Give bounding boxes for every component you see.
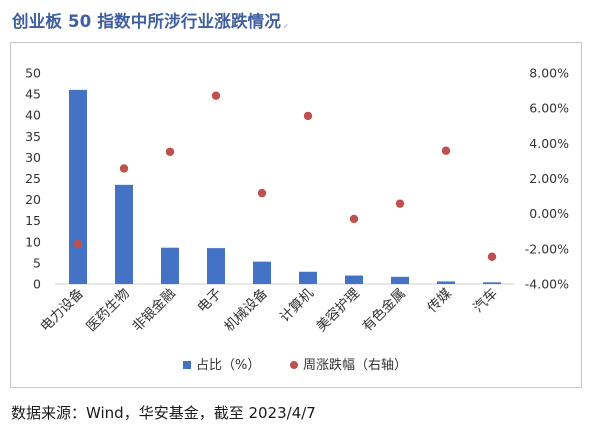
y-right-tick-label: 0.00% [529, 206, 569, 221]
data-point [487, 252, 497, 261]
x-tick-label: 电力设备 [37, 284, 88, 335]
bar [161, 247, 179, 284]
y-right-tick-label: 6.00% [529, 101, 569, 116]
data-point [211, 91, 221, 100]
bar [253, 261, 271, 284]
x-tick-label: 电子 [194, 286, 224, 316]
x-tick-label: 传媒 [424, 285, 455, 316]
bar [483, 282, 501, 284]
x-tick-label: 汽车 [470, 285, 501, 316]
source-note: 数据来源：Wind，华安基金，截至 2023/4/7 [11, 404, 316, 422]
data-point [257, 188, 267, 198]
bar [69, 89, 87, 284]
legend-swatch-dot [290, 361, 298, 369]
bars-layer [69, 89, 501, 284]
chart-title: 创业板 50 指数中所涉行业涨跌情况 ⸝ [12, 8, 288, 32]
chart-frame: 0 5 10 15 20 25 30 35 40 45 50 -4.00% -2.00% 0.00% 2.0… [10, 42, 582, 388]
y-left-tick-label: 45 [25, 87, 41, 102]
y-left-tick-label: 20 [25, 192, 41, 207]
bar [207, 248, 225, 284]
bar [345, 275, 363, 284]
data-point [73, 239, 83, 249]
bar [391, 276, 409, 284]
y-left-tick-label: 30 [25, 150, 41, 165]
y-right-tick-label: 2.00% [529, 171, 569, 186]
x-tick-label: 计算机 [277, 285, 317, 325]
data-point [165, 147, 175, 156]
legend-label-bar: 占比（%） [196, 358, 260, 373]
x-tick-label: 有色金属 [359, 285, 409, 335]
x-tick-label: 医药生物 [83, 286, 132, 335]
data-point [395, 199, 405, 208]
y-right-tick-label: 8.00% [529, 66, 569, 81]
x-tick-label: 美容护理 [313, 284, 364, 335]
y-right-tick-label: 4.00% [529, 136, 569, 151]
legend-label-dot: 周涨跌幅（右轴） [303, 357, 407, 373]
legend-swatch-bar [183, 361, 191, 369]
y-left-tick-label: 0 [33, 277, 41, 292]
y-right-tick-label: -2.00% [525, 241, 569, 256]
combo-chart: 0 5 10 15 20 25 30 35 40 45 50 -4.00% -2.00% 0.00% 2.0… [25, 66, 569, 374]
x-tick-label: 非银金融 [129, 285, 179, 335]
y-left-tick-label: 5 [33, 255, 41, 270]
axes-layer: 0 5 10 15 20 25 30 35 40 45 50 -4.00% -2.00% 0.00% 2.0… [25, 66, 569, 336]
data-point [303, 111, 313, 121]
y-right-tick-label: -4.00% [525, 277, 569, 292]
chart-title-text: 创业板 50 指数中所涉行业涨跌情况 [12, 12, 282, 31]
data-point [349, 214, 359, 224]
data-point [441, 146, 451, 155]
bar [299, 271, 317, 284]
bar [115, 184, 133, 284]
dots-layer [73, 91, 497, 261]
x-tick-label: 机械设备 [221, 284, 272, 335]
y-left-tick-label: 40 [25, 108, 41, 123]
y-left-tick-label: 50 [25, 66, 41, 81]
legend-layer: 占比（%） 周涨跌幅（右轴） [183, 357, 407, 373]
y-left-tick-label: 25 [25, 171, 41, 186]
data-point [119, 164, 129, 173]
title-mark: ⸝ [283, 19, 289, 30]
bar [437, 281, 455, 284]
y-left-tick-label: 15 [25, 213, 41, 228]
y-left-tick-label: 10 [25, 234, 41, 249]
y-left-tick-label: 35 [25, 129, 41, 144]
